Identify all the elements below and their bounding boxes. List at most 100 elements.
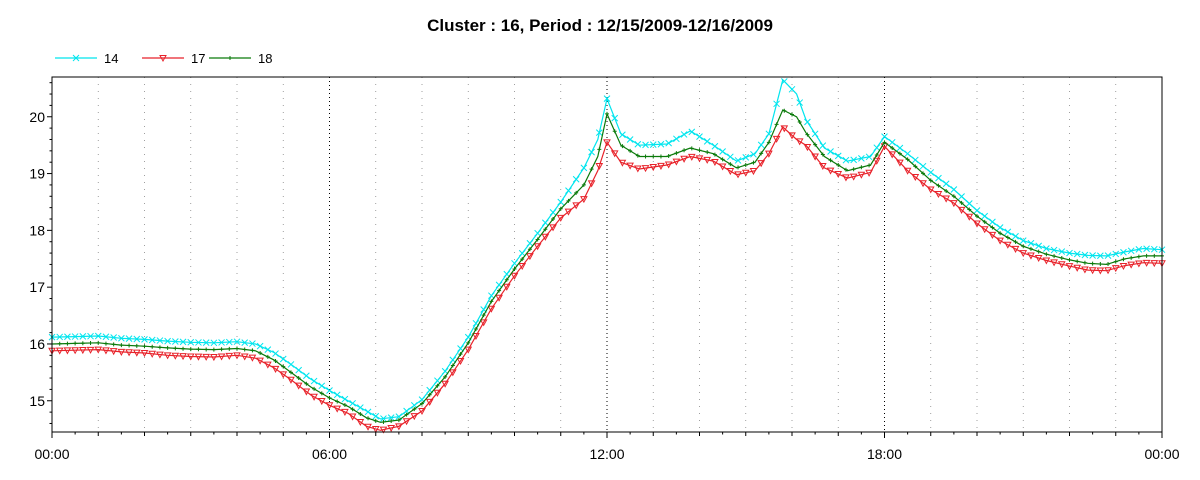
data-point bbox=[1021, 244, 1026, 249]
data-point bbox=[502, 283, 511, 291]
data-point bbox=[674, 151, 679, 156]
data-point bbox=[295, 366, 303, 374]
data-point bbox=[195, 339, 202, 346]
data-point bbox=[356, 418, 365, 427]
data-point bbox=[242, 347, 247, 352]
data-point bbox=[171, 352, 180, 360]
data-point bbox=[957, 206, 966, 214]
data-point bbox=[435, 383, 440, 388]
data-point bbox=[588, 148, 595, 156]
data-point bbox=[705, 150, 710, 155]
data-point bbox=[427, 392, 432, 397]
data-point bbox=[865, 169, 873, 177]
legend-item-14: 14 bbox=[55, 51, 118, 66]
data-point bbox=[973, 207, 981, 214]
data-point bbox=[202, 339, 210, 346]
data-point bbox=[464, 346, 473, 354]
data-point bbox=[372, 412, 380, 420]
data-point bbox=[327, 395, 332, 400]
data-point bbox=[967, 207, 972, 212]
data-point bbox=[888, 151, 897, 159]
data-point bbox=[1135, 246, 1143, 253]
data-point bbox=[803, 144, 812, 152]
data-point bbox=[1112, 250, 1120, 258]
data-point bbox=[672, 158, 681, 166]
data-point bbox=[402, 418, 411, 426]
data-point bbox=[834, 171, 843, 179]
data-point bbox=[125, 349, 133, 357]
data-point bbox=[134, 343, 139, 348]
data-point bbox=[102, 347, 110, 355]
data-point bbox=[487, 305, 496, 313]
data-point bbox=[688, 128, 696, 136]
data-point bbox=[1050, 259, 1058, 267]
data-point bbox=[186, 353, 195, 361]
data-point bbox=[333, 391, 341, 399]
data-point bbox=[258, 351, 263, 356]
data-point bbox=[1059, 256, 1064, 261]
data-point bbox=[241, 339, 249, 346]
data-point bbox=[572, 175, 580, 183]
data-point bbox=[982, 219, 987, 224]
data-point bbox=[773, 100, 780, 108]
data-point bbox=[279, 371, 288, 379]
data-point bbox=[1152, 253, 1157, 258]
data-point bbox=[165, 345, 170, 350]
data-point bbox=[813, 142, 818, 147]
data-point bbox=[549, 209, 557, 216]
data-point bbox=[989, 218, 996, 226]
y-tick-label: 19 bbox=[29, 166, 45, 182]
data-point bbox=[595, 162, 604, 171]
data-point bbox=[819, 142, 827, 149]
data-point bbox=[874, 152, 879, 157]
data-point bbox=[133, 335, 141, 343]
data-point bbox=[1119, 263, 1128, 271]
data-point bbox=[882, 140, 887, 145]
data-point bbox=[349, 399, 356, 407]
data-point bbox=[71, 333, 79, 340]
data-point bbox=[1012, 232, 1019, 240]
data-point bbox=[619, 131, 626, 139]
data-point bbox=[649, 164, 658, 172]
data-point bbox=[179, 338, 187, 346]
data-point bbox=[534, 229, 541, 237]
data-point bbox=[1065, 263, 1074, 271]
data-point bbox=[341, 408, 349, 416]
data-point bbox=[611, 114, 619, 122]
data-point bbox=[1081, 251, 1089, 259]
data-point bbox=[734, 171, 742, 179]
data-point bbox=[310, 393, 318, 401]
data-point bbox=[980, 226, 989, 234]
data-point bbox=[628, 148, 633, 153]
data-point bbox=[1111, 265, 1120, 273]
data-point bbox=[959, 200, 964, 205]
data-point bbox=[71, 347, 79, 355]
data-point bbox=[618, 159, 627, 167]
data-point bbox=[235, 346, 239, 351]
data-point bbox=[849, 173, 858, 181]
data-point bbox=[682, 148, 687, 153]
data-point bbox=[765, 150, 773, 158]
data-point bbox=[271, 365, 280, 373]
data-point bbox=[975, 214, 979, 219]
data-point bbox=[703, 156, 712, 164]
data-point bbox=[125, 335, 133, 343]
data-point bbox=[720, 157, 725, 162]
data-point bbox=[1143, 245, 1150, 253]
data-point bbox=[94, 346, 103, 354]
x-tick-label: 00:00 bbox=[1144, 446, 1179, 462]
data-point bbox=[772, 135, 781, 143]
data-point bbox=[1121, 257, 1126, 262]
data-point bbox=[273, 359, 278, 363]
data-point bbox=[288, 370, 293, 375]
data-point bbox=[218, 339, 225, 346]
data-point bbox=[695, 155, 704, 163]
data-point bbox=[680, 131, 688, 138]
data-point bbox=[65, 341, 70, 346]
series-line-14 bbox=[51, 78, 1163, 420]
data-point bbox=[441, 380, 449, 388]
data-point bbox=[1096, 267, 1105, 275]
data-point bbox=[1129, 255, 1134, 260]
chart-title: Cluster : 16, Period : 12/15/2009-12/16/… bbox=[427, 16, 773, 35]
